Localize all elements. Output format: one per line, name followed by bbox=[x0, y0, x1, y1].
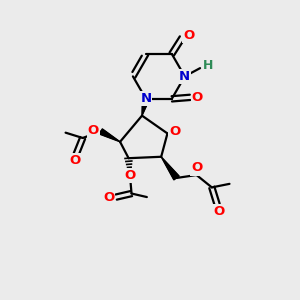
Text: N: N bbox=[179, 70, 190, 83]
Text: O: O bbox=[103, 190, 114, 204]
Text: O: O bbox=[88, 124, 99, 136]
Text: N: N bbox=[140, 92, 152, 105]
Text: O: O bbox=[192, 91, 203, 104]
Polygon shape bbox=[161, 157, 179, 180]
Text: O: O bbox=[69, 154, 80, 167]
Text: O: O bbox=[213, 205, 224, 218]
Polygon shape bbox=[142, 98, 149, 116]
Text: O: O bbox=[191, 161, 202, 175]
Text: O: O bbox=[169, 125, 181, 139]
Polygon shape bbox=[100, 129, 120, 142]
Text: O: O bbox=[124, 169, 136, 182]
Text: H: H bbox=[203, 59, 214, 72]
Text: O: O bbox=[183, 29, 194, 42]
